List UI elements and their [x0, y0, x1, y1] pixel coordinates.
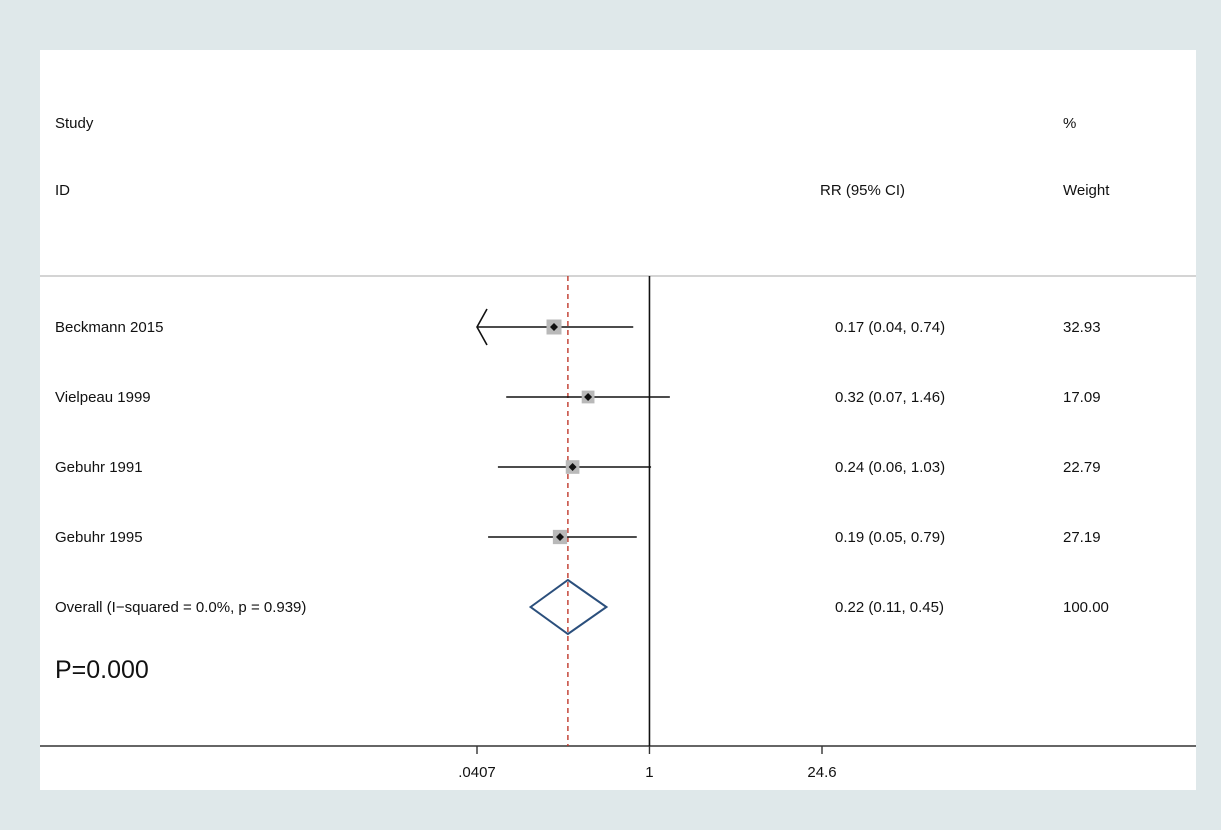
ci-value: 0.19 (0.05, 0.79)	[835, 529, 945, 546]
header-study: Study	[55, 115, 94, 132]
weight-value: 22.79	[1063, 459, 1101, 476]
weight-value: 17.09	[1063, 389, 1101, 406]
forest-plot: Study ID RR (95% CI) % Weight Beckmann 2…	[40, 115, 1196, 781]
point-estimate	[550, 323, 559, 331]
point-estimate	[584, 393, 593, 401]
weight-value: 32.93	[1063, 319, 1101, 336]
study-label: Gebuhr 1991	[55, 459, 143, 476]
overall-ci-value: 0.22 (0.11, 0.45)	[835, 599, 944, 616]
study-label: Vielpeau 1999	[55, 389, 151, 406]
header-effect: RR (95% CI)	[820, 182, 905, 199]
ci-truncation-arrow	[476, 308, 488, 346]
overall-label: Overall (I−squared = 0.0%, p = 0.939)	[55, 599, 306, 616]
header-weight: Weight	[1063, 182, 1110, 199]
study-label: Beckmann 2015	[55, 319, 163, 336]
ci-value: 0.17 (0.04, 0.74)	[835, 319, 945, 336]
header-weight-percent: %	[1063, 115, 1076, 132]
study-label: Gebuhr 1995	[55, 529, 143, 546]
forest-plot-panel: Study ID RR (95% CI) % Weight Beckmann 2…	[40, 50, 1196, 790]
overall-weight-value: 100.00	[1063, 599, 1109, 616]
point-estimate	[568, 463, 577, 471]
point-estimate	[556, 533, 565, 541]
x-tick-label: .0407	[458, 764, 496, 781]
x-tick-label: 24.6	[807, 764, 836, 781]
overall-diamond	[528, 578, 609, 636]
ci-value: 0.32 (0.07, 1.46)	[835, 389, 945, 406]
p-value: P=0.000	[55, 656, 149, 684]
chart-marks: Beckmann 2015 0.17 (0.04, 0.74) 32.93 Vielp…	[55, 276, 1109, 781]
x-tick-label: 1	[645, 764, 653, 781]
header-id: ID	[55, 182, 70, 199]
ci-value: 0.24 (0.06, 1.03)	[835, 459, 945, 476]
weight-value: 27.19	[1063, 529, 1101, 546]
